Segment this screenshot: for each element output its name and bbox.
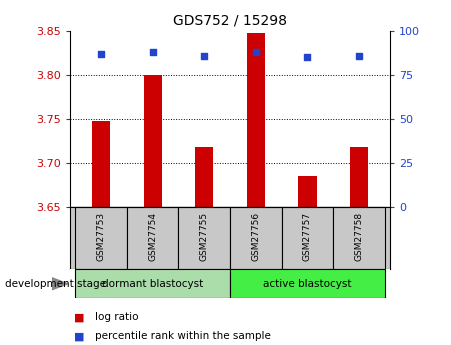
Bar <box>178 207 230 269</box>
Title: GDS752 / 15298: GDS752 / 15298 <box>173 13 287 27</box>
Point <box>252 49 259 55</box>
Text: active blastocyst: active blastocyst <box>263 279 352 289</box>
Bar <box>92 121 110 207</box>
Point <box>304 55 311 60</box>
Text: ■: ■ <box>74 332 85 341</box>
Text: GSM27758: GSM27758 <box>354 212 364 261</box>
Text: GSM27754: GSM27754 <box>148 212 157 261</box>
Text: percentile rank within the sample: percentile rank within the sample <box>95 332 271 341</box>
Text: GSM27757: GSM27757 <box>303 212 312 261</box>
Text: development stage: development stage <box>5 279 106 289</box>
Bar <box>350 147 368 207</box>
Bar <box>247 33 265 207</box>
Point <box>355 53 363 58</box>
Point <box>97 51 105 57</box>
Text: GSM27753: GSM27753 <box>97 212 106 261</box>
Bar <box>127 207 178 269</box>
Text: log ratio: log ratio <box>95 313 138 322</box>
Bar <box>230 269 385 298</box>
Point <box>149 49 156 55</box>
Bar <box>230 207 282 269</box>
Bar <box>75 207 127 269</box>
Bar <box>143 75 161 207</box>
Text: GSM27755: GSM27755 <box>200 212 209 261</box>
Bar <box>333 207 385 269</box>
Text: dormant blastocyst: dormant blastocyst <box>102 279 203 289</box>
Bar <box>299 176 317 207</box>
Text: GSM27756: GSM27756 <box>251 212 260 261</box>
Bar <box>282 207 333 269</box>
Bar <box>195 147 213 207</box>
Polygon shape <box>52 278 68 290</box>
Point <box>201 53 208 58</box>
Text: ■: ■ <box>74 313 85 322</box>
Bar <box>75 269 230 298</box>
